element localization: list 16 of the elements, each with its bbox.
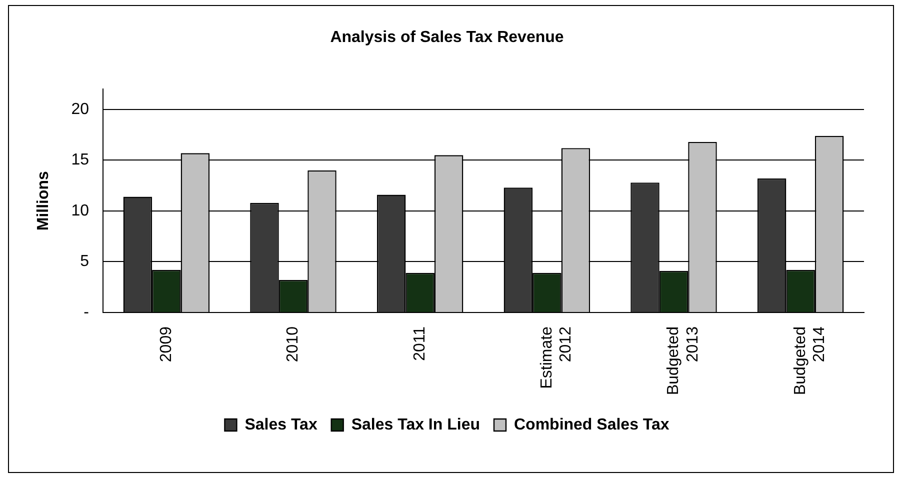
x-tick-label: 2009 [158, 326, 175, 362]
x-tick-label: Budgeted 2014 [792, 326, 828, 396]
legend-label: Combined Sales Tax [514, 416, 670, 434]
x-tick-label: 2011 [411, 326, 428, 361]
legend-label: Sales Tax In Lieu [351, 416, 480, 434]
x-tick-label: Estimate 2012 [538, 326, 575, 389]
legend-label: Sales Tax [244, 416, 318, 434]
chart-title: Analysis of Sales Tax Revenue [330, 29, 564, 46]
x-tick-label: 2010 [284, 326, 302, 362]
y-axis-title: Millions [35, 170, 52, 231]
x-tick-label: Budgeted 2013 [665, 326, 702, 396]
y-tick-label: 15 [71, 152, 90, 169]
y-tick-label: - [84, 304, 89, 321]
y-tick-label: 10 [71, 202, 90, 220]
y-tick-label: 5 [80, 253, 90, 270]
y-tick-label: 20 [71, 100, 90, 118]
